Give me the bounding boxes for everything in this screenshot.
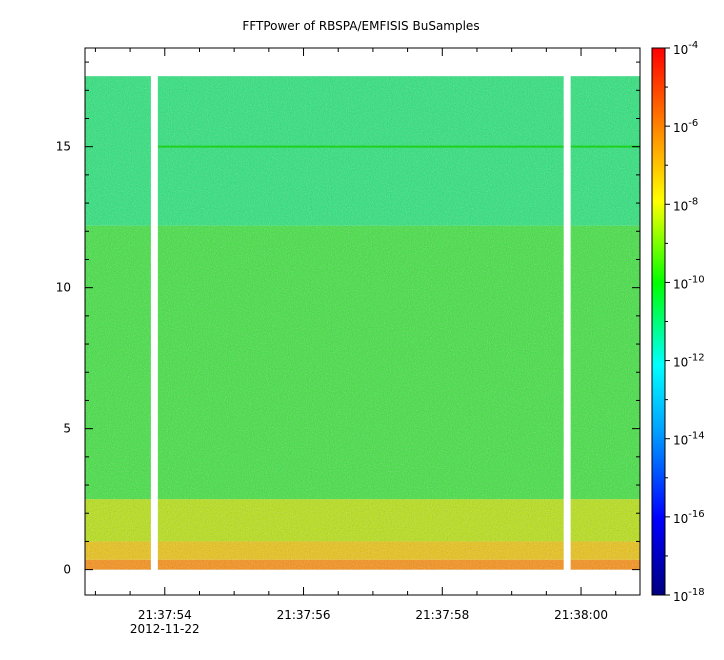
- colorbar-tick-label: 10-8: [673, 196, 698, 213]
- y-tick-label: 15: [56, 140, 71, 154]
- colorbar-tick-label: 10-14: [673, 431, 705, 448]
- y-tick-2: 10: [56, 281, 640, 295]
- colorbar-tick-label: 10-16: [673, 509, 705, 526]
- colorbar-tick-1: 10-6: [665, 118, 698, 135]
- colorbar-tick-label: 10-12: [673, 353, 705, 370]
- data-gap-0: [150, 74, 158, 572]
- colorbar-tick-4: 10-12: [665, 353, 705, 370]
- colorbar: [651, 47, 666, 596]
- colorbar-tick-0: 10-4: [665, 40, 698, 57]
- colorbar-tick-label: 10-4: [673, 40, 698, 57]
- colorbar-tick-2: 10-8: [665, 196, 698, 213]
- x-tick-0: 21:37:54: [138, 48, 192, 622]
- colorbar-tick-label: 10-6: [673, 118, 698, 135]
- colorbar-tick-label: 10-10: [673, 274, 705, 291]
- y-tick-label: 10: [56, 281, 71, 295]
- x-tick-label: 21:37:58: [415, 608, 469, 622]
- x-tick-label: 21:37:56: [277, 608, 331, 622]
- y-tick-label: 5: [63, 422, 71, 436]
- y-tick-1: 5: [63, 422, 640, 436]
- y-tick-3: 15: [56, 140, 640, 154]
- x-tick-2: 21:37:58: [415, 48, 469, 622]
- chart-title: FFTPower of RBSPA/EMFISIS BuSamples: [242, 19, 479, 33]
- y-tick-label: 0: [63, 563, 71, 577]
- x-date-label: 2012-11-22: [130, 622, 200, 636]
- x-tick-label: 21:37:54: [138, 608, 192, 622]
- colorbar-tick-6: 10-16: [665, 509, 705, 526]
- colorbar-tick-label: 10-18: [673, 587, 705, 604]
- colorbar-tick-3: 10-10: [665, 274, 705, 291]
- colorbar-tick-5: 10-14: [665, 431, 705, 448]
- spectrogram-noise-texture: [85, 76, 640, 570]
- x-tick-1: 21:37:56: [277, 48, 331, 622]
- x-tick-3: 21:38:00: [554, 48, 608, 622]
- x-tick-label: 21:38:00: [554, 608, 608, 622]
- y-tick-0: 0: [63, 563, 640, 577]
- plot-frame: [84, 47, 641, 596]
- colorbar-tick-7: 10-18: [665, 587, 705, 604]
- data-gap-1: [563, 74, 571, 572]
